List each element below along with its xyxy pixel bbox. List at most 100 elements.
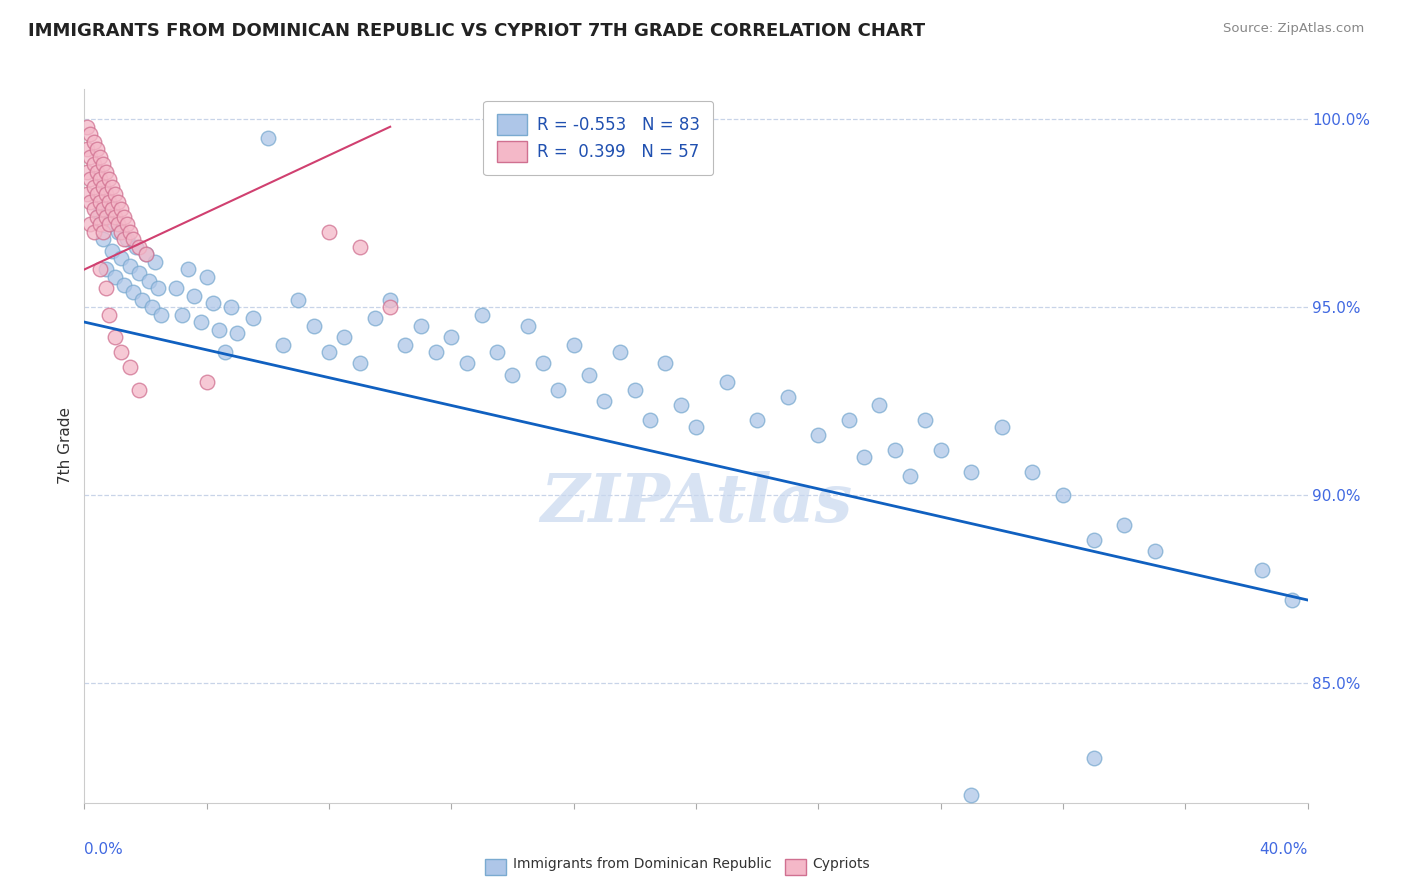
- Point: [1021, 465, 1043, 479]
- Point: [333, 330, 356, 344]
- Point: [883, 442, 905, 457]
- Point: [960, 465, 983, 479]
- Point: [91, 202, 114, 217]
- Point: [122, 232, 145, 246]
- Point: [929, 442, 952, 457]
- Point: [115, 232, 138, 246]
- Point: [89, 206, 111, 220]
- Point: [125, 240, 148, 254]
- Point: [716, 375, 738, 389]
- Point: [110, 202, 132, 217]
- Point: [86, 165, 108, 179]
- Point: [120, 225, 142, 239]
- Text: Cypriots: Cypriots: [813, 857, 870, 871]
- Point: [562, 337, 585, 351]
- Text: 0.0%: 0.0%: [84, 842, 124, 856]
- Point: [101, 244, 124, 258]
- Point: [1052, 488, 1074, 502]
- Point: [960, 789, 983, 803]
- Point: [838, 413, 860, 427]
- Point: [141, 300, 163, 314]
- Point: [131, 293, 153, 307]
- Point: [440, 330, 463, 344]
- Point: [685, 420, 707, 434]
- Point: [94, 165, 117, 179]
- Point: [128, 383, 150, 397]
- Point: [531, 356, 554, 370]
- Point: [104, 270, 127, 285]
- Point: [83, 225, 105, 239]
- Point: [226, 326, 249, 341]
- Point: [83, 179, 105, 194]
- Point: [853, 450, 876, 465]
- Point: [110, 225, 132, 239]
- Point: [138, 274, 160, 288]
- Point: [502, 368, 524, 382]
- Point: [83, 135, 105, 149]
- Point: [128, 240, 150, 254]
- Point: [79, 172, 101, 186]
- Point: [112, 232, 135, 246]
- Point: [97, 308, 120, 322]
- Point: [83, 157, 105, 171]
- Point: [349, 240, 371, 254]
- Point: [97, 218, 120, 232]
- Point: [97, 194, 120, 209]
- Point: [149, 308, 172, 322]
- Point: [394, 337, 416, 351]
- Point: [638, 413, 661, 427]
- Point: [190, 315, 212, 329]
- Point: [94, 281, 117, 295]
- Point: [349, 356, 371, 370]
- Point: [318, 345, 340, 359]
- Point: [257, 131, 280, 145]
- Point: [609, 345, 631, 359]
- Point: [380, 293, 402, 307]
- Point: [120, 360, 142, 375]
- Point: [807, 427, 830, 442]
- Point: [86, 187, 108, 202]
- Point: [318, 225, 340, 239]
- Point: [89, 150, 111, 164]
- Point: [110, 251, 132, 265]
- Point: [177, 262, 200, 277]
- Point: [898, 469, 921, 483]
- Point: [547, 383, 569, 397]
- Point: [456, 356, 478, 370]
- Point: [425, 345, 447, 359]
- Text: Immigrants from Dominican Republic: Immigrants from Dominican Republic: [513, 857, 772, 871]
- Point: [201, 296, 224, 310]
- Text: Source: ZipAtlas.com: Source: ZipAtlas.com: [1223, 22, 1364, 36]
- Point: [1250, 563, 1272, 577]
- Point: [146, 281, 169, 295]
- Text: ZIPAtlas: ZIPAtlas: [540, 471, 852, 535]
- Point: [86, 210, 108, 224]
- Point: [76, 165, 98, 179]
- Point: [79, 128, 101, 142]
- Point: [91, 179, 114, 194]
- Point: [89, 262, 111, 277]
- Point: [195, 270, 218, 285]
- Point: [593, 393, 616, 408]
- Point: [86, 142, 108, 156]
- Point: [107, 218, 129, 232]
- Y-axis label: 7th Grade: 7th Grade: [58, 408, 73, 484]
- Point: [94, 187, 117, 202]
- Point: [122, 285, 145, 299]
- Point: [104, 330, 127, 344]
- Point: [143, 255, 166, 269]
- Point: [76, 120, 98, 134]
- Point: [91, 232, 114, 246]
- Point: [115, 218, 138, 232]
- Point: [578, 368, 600, 382]
- Point: [104, 210, 127, 224]
- Point: [128, 266, 150, 280]
- Point: [669, 398, 692, 412]
- Point: [516, 318, 538, 333]
- Point: [110, 345, 132, 359]
- Point: [91, 157, 114, 171]
- Point: [991, 420, 1014, 434]
- Point: [1281, 593, 1303, 607]
- Text: 40.0%: 40.0%: [1260, 842, 1308, 856]
- Point: [1114, 517, 1136, 532]
